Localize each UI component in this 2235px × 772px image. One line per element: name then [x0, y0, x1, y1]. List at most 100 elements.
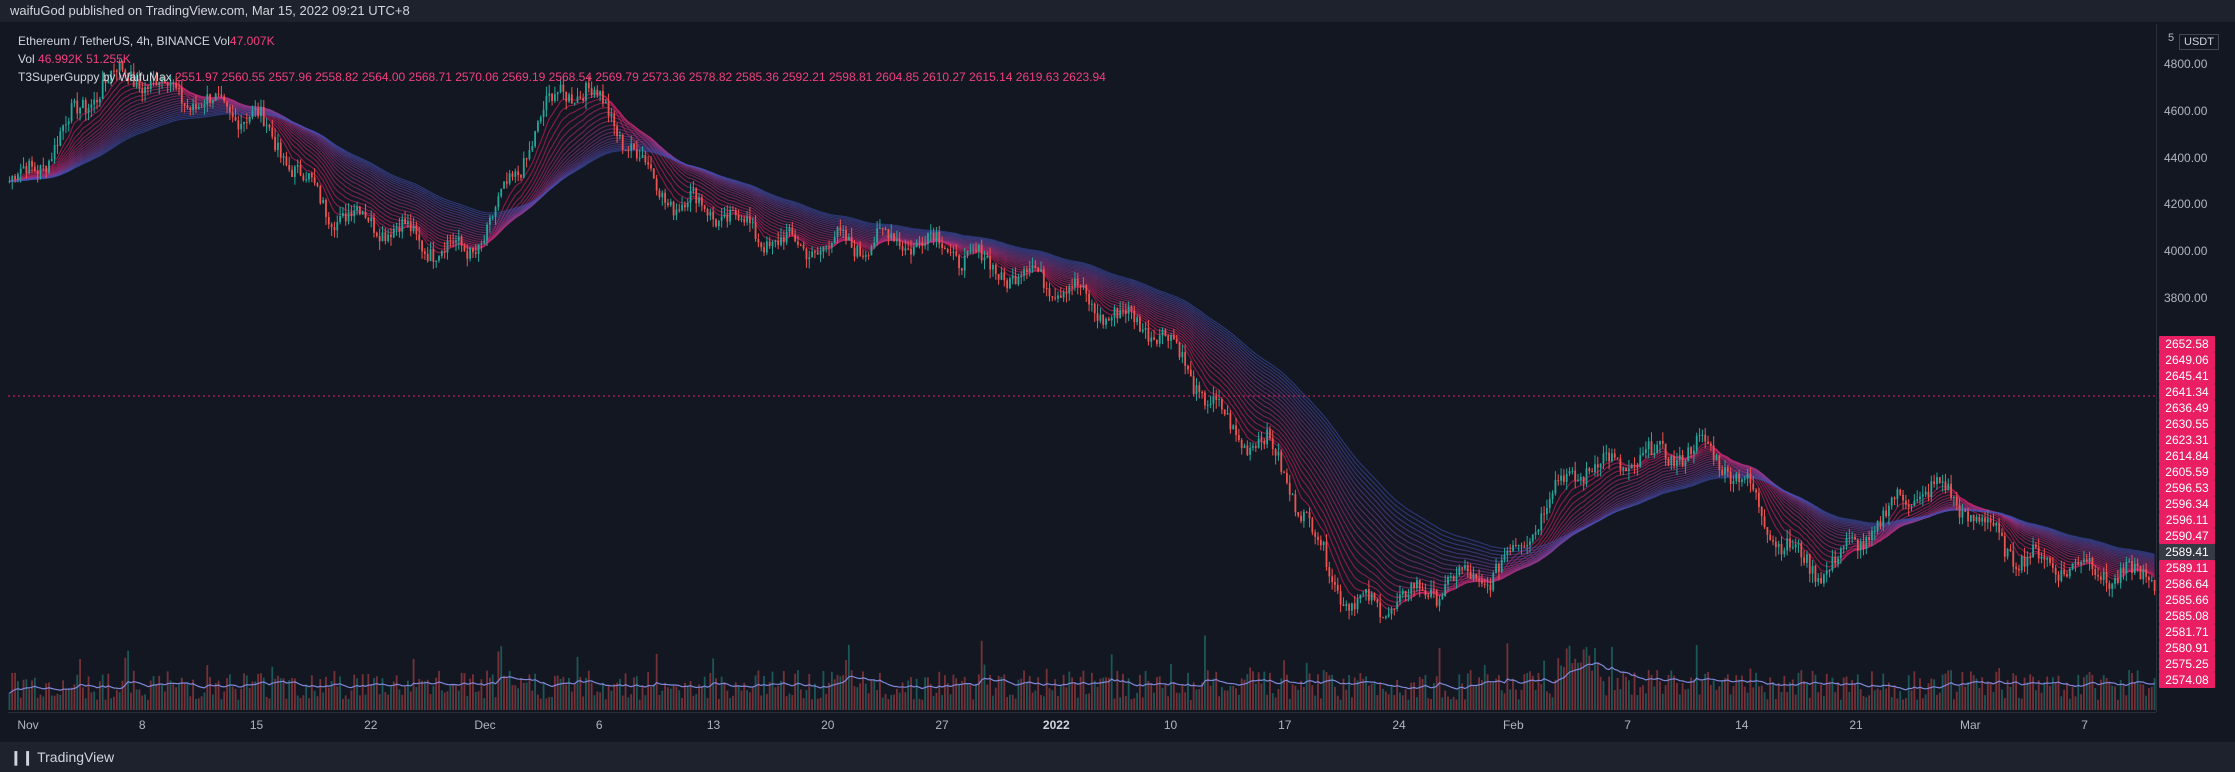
candle-body — [392, 228, 395, 238]
volume-bar — [1752, 687, 1755, 710]
candle-body — [675, 209, 678, 216]
candle-body — [932, 232, 935, 241]
volume-bar — [1602, 681, 1605, 710]
candle-body — [1984, 517, 1986, 523]
candle-body — [551, 93, 553, 102]
candle-body — [277, 142, 279, 151]
volume-bar — [449, 685, 452, 710]
candle-body — [1794, 544, 1797, 548]
candle-body — [1399, 594, 1401, 603]
volume-bar — [347, 698, 350, 710]
candle-body — [1243, 445, 1246, 448]
volume-bar — [941, 694, 943, 710]
volume-bar — [107, 673, 110, 710]
volume-bar — [723, 682, 726, 710]
candle-body — [1741, 479, 1743, 483]
volume-bar — [1828, 681, 1831, 710]
candle-body — [33, 166, 36, 171]
candle-body — [347, 211, 350, 222]
time-scale[interactable] — [8, 712, 2156, 742]
indicator-price-badge: 2630.55 — [2159, 416, 2215, 432]
candle-body — [1085, 285, 1088, 294]
candle-body — [1661, 440, 1664, 444]
candle-body — [593, 89, 596, 96]
candle-body — [1311, 518, 1314, 533]
volume-bar — [1732, 686, 1735, 710]
candle-body — [522, 158, 525, 178]
candle-body — [1096, 313, 1099, 321]
volume-bar — [1644, 693, 1647, 710]
volume-bar — [50, 695, 53, 710]
volume-bar — [1958, 686, 1961, 710]
candle-body — [2001, 532, 2003, 536]
candle-body — [2139, 566, 2142, 580]
volume-bar — [432, 685, 435, 710]
candle-body — [1331, 576, 1334, 583]
volume-bar — [814, 683, 816, 710]
volume-bar — [1741, 675, 1743, 710]
volume-bar — [765, 693, 768, 710]
volume-bar — [2102, 675, 2105, 710]
volume-bar — [1090, 672, 1093, 710]
candle-body — [2063, 569, 2066, 574]
volume-bar — [729, 698, 732, 710]
volume-bar — [972, 699, 975, 710]
candle-body — [483, 240, 486, 244]
volume-bar — [1856, 674, 1859, 710]
volume-bar — [387, 694, 390, 710]
candle-body — [1769, 534, 1772, 541]
currency-button[interactable]: USDT — [2179, 34, 2219, 50]
volume-bar — [1447, 696, 1449, 710]
candle-body — [2012, 550, 2015, 567]
candle-body — [955, 251, 958, 256]
candle-body — [1246, 445, 1249, 455]
volume-bar — [1636, 695, 1639, 710]
volume-bar — [1758, 686, 1760, 710]
volume-bar — [802, 698, 805, 710]
candle-body — [703, 205, 706, 209]
volume-bar — [570, 691, 573, 710]
volume-bar — [494, 697, 497, 710]
volume-bar — [1404, 689, 1407, 710]
volume-bar — [1650, 674, 1653, 710]
candle-body — [1653, 452, 1656, 456]
candle-body — [260, 106, 262, 117]
price-chart[interactable] — [8, 24, 2156, 712]
chart-area[interactable] — [8, 24, 2156, 712]
volume-bar — [573, 683, 576, 710]
candle-body — [814, 251, 816, 253]
candle-body — [782, 237, 785, 243]
price-tick-label: 4600.00 — [2164, 103, 2208, 118]
volume-bar — [2108, 681, 2111, 710]
candle-body — [944, 247, 946, 250]
candle-body — [556, 92, 559, 95]
candle-body — [573, 102, 576, 104]
volume-bar — [375, 676, 378, 710]
candle-body — [1175, 339, 1178, 343]
volume-bar — [944, 675, 946, 710]
volume-bar — [675, 686, 678, 710]
volume-bar — [147, 699, 149, 710]
volume-bar — [228, 674, 231, 710]
candle-body — [570, 94, 573, 104]
volume-bar — [1938, 692, 1941, 710]
volume-bar — [1237, 694, 1240, 710]
candle-body — [1936, 477, 1938, 484]
candle-body — [254, 108, 257, 111]
candle-body — [1509, 550, 1512, 552]
candle-body — [1427, 595, 1430, 598]
candle-body — [505, 181, 508, 184]
volume-bar — [1760, 685, 1763, 710]
candle-body — [972, 249, 975, 251]
volume-bar — [305, 684, 308, 710]
volume-bar — [652, 684, 655, 710]
candle-body — [1057, 295, 1059, 299]
volume-bar — [1198, 689, 1201, 710]
candle-body — [1588, 468, 1591, 472]
volume-bar — [1212, 678, 1215, 710]
candle-body — [1783, 550, 1786, 555]
candle-body — [1367, 589, 1370, 601]
candle-body — [1534, 532, 1537, 535]
volume-bar — [195, 699, 197, 710]
candle-body — [1486, 584, 1489, 586]
